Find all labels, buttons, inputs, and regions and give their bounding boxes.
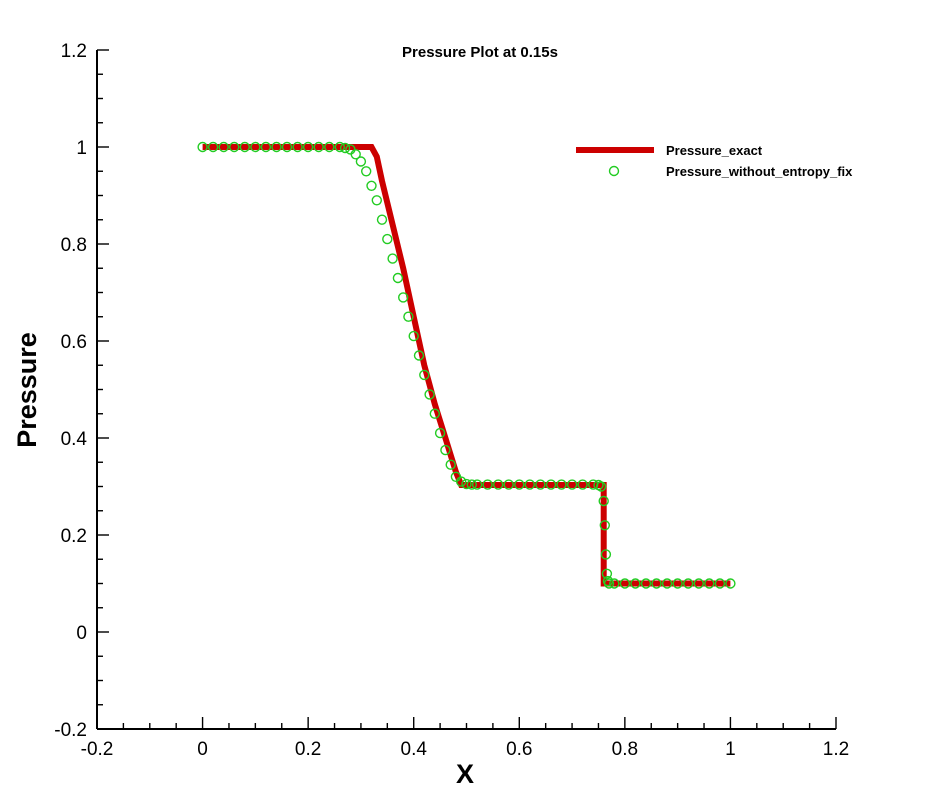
data-point-pressure-without-entropy-fix — [599, 520, 610, 531]
legend: Pressure_exact Pressure_without_entropy_… — [576, 143, 853, 179]
x-tick-label: -0.2 — [81, 739, 114, 760]
x-tick-label: 1 — [725, 739, 736, 760]
data-point-pressure-without-entropy-fix — [704, 578, 715, 589]
data-point-pressure-without-entropy-fix — [260, 141, 272, 153]
data-point-pressure-without-entropy-fix — [339, 142, 351, 154]
data-point-pressure-without-entropy-fix — [535, 479, 546, 490]
y-tick-label: -0.2 — [54, 720, 87, 741]
chart-title: Pressure Plot at 0.15s — [402, 44, 558, 61]
legend-swatch-pressure-without-entropy-fix — [608, 165, 620, 177]
data-point-pressure-without-entropy-fix — [403, 311, 414, 322]
data-point-pressure-without-entropy-fix — [556, 479, 567, 490]
data-point-pressure-without-entropy-fix — [281, 141, 293, 153]
data-point-pressure-without-entropy-fix — [313, 141, 324, 153]
y-axis-title: Pressure — [12, 332, 42, 448]
data-point-pressure-without-entropy-fix — [595, 481, 607, 492]
data-point-pressure-without-entropy-fix — [413, 350, 425, 361]
axes: -0.2 0 0.2 0.4 0.6 0.8 1 1.2 -0.2 0 0.2 0.4 0.6 0.8 1 1… — [54, 41, 849, 760]
data-point-pressure-without-entropy-fix — [387, 253, 398, 264]
y-tick-label: 0.2 — [61, 526, 87, 547]
data-point-pressure-without-entropy-fix — [371, 195, 382, 206]
data-point-pressure-without-entropy-fix — [609, 578, 620, 589]
data-point-pressure-without-entropy-fix — [271, 141, 282, 153]
data-point-pressure-without-entropy-fix — [601, 568, 613, 579]
data-point-pressure-without-entropy-fix — [545, 479, 557, 490]
y-tick-label: 0.4 — [61, 429, 88, 450]
data-point-pressure-without-entropy-fix — [577, 479, 588, 490]
data-point-pressure-without-entropy-fix — [355, 156, 367, 167]
legend-label-pressure-exact: Pressure_exact — [666, 143, 763, 158]
data-point-pressure-without-entropy-fix — [503, 479, 514, 490]
data-point-pressure-without-entropy-fix — [434, 427, 446, 439]
y-tick-label: 1.2 — [61, 41, 87, 62]
data-point-pressure-without-entropy-fix — [302, 141, 314, 153]
data-point-pressure-without-entropy-fix — [334, 141, 345, 153]
data-point-pressure-without-entropy-fix — [471, 479, 483, 490]
data-point-pressure-without-entropy-fix — [651, 578, 662, 589]
y-tick-label: 0.8 — [61, 235, 87, 256]
data-point-pressure-without-entropy-fix — [398, 292, 409, 303]
x-tick-label: 0 — [197, 739, 208, 760]
plot-area — [197, 141, 736, 589]
data-point-pressure-without-entropy-fix — [324, 141, 335, 153]
data-point-pressure-without-entropy-fix — [350, 149, 361, 160]
data-point-pressure-without-entropy-fix — [429, 408, 440, 419]
data-point-pressure-without-entropy-fix — [693, 578, 704, 589]
data-point-pressure-without-entropy-fix — [598, 495, 609, 507]
data-point-pressure-without-entropy-fix — [588, 479, 599, 490]
data-point-pressure-without-entropy-fix — [218, 141, 229, 153]
data-point-pressure-without-entropy-fix — [603, 578, 615, 589]
data-point-pressure-without-entropy-fix — [514, 479, 525, 490]
x-tick-label: 0.6 — [506, 739, 532, 760]
x-tick-label: 0.4 — [401, 739, 428, 760]
data-point-pressure-without-entropy-fix — [493, 479, 504, 490]
data-point-pressure-without-entropy-fix — [593, 479, 604, 491]
data-point-pressure-without-entropy-fix — [250, 141, 261, 153]
data-point-pressure-without-entropy-fix — [619, 578, 631, 589]
data-point-pressure-without-entropy-fix — [376, 214, 388, 225]
data-point-pressure-without-entropy-fix — [392, 272, 404, 284]
data-point-pressure-without-entropy-fix — [566, 479, 578, 490]
data-point-pressure-without-entropy-fix — [683, 578, 694, 589]
y-tick-label: 0.6 — [61, 332, 87, 353]
data-point-pressure-without-entropy-fix — [725, 578, 736, 589]
legend-label-pressure-without-entropy-fix: Pressure_without_entropy_fix — [666, 164, 853, 179]
x-tick-label: 0.8 — [612, 739, 638, 760]
data-point-pressure-without-entropy-fix — [228, 141, 240, 153]
data-point-pressure-without-entropy-fix — [292, 141, 303, 153]
data-point-pressure-without-entropy-fix — [445, 459, 456, 470]
data-point-pressure-without-entropy-fix — [630, 578, 641, 589]
data-point-pressure-without-entropy-fix — [408, 330, 419, 342]
y-tick-label: 1 — [76, 138, 87, 159]
data-point-pressure-without-entropy-fix — [239, 141, 251, 153]
data-point-pressure-without-entropy-fix — [482, 479, 493, 490]
series-line-pressure-exact — [202, 144, 731, 587]
data-point-pressure-without-entropy-fix — [466, 479, 477, 490]
data-point-pressure-without-entropy-fix — [672, 578, 683, 589]
data-point-pressure-without-entropy-fix — [524, 479, 535, 490]
data-point-pressure-without-entropy-fix — [640, 578, 652, 589]
data-point-pressure-without-entropy-fix — [714, 578, 726, 589]
data-point-pressure-without-entropy-fix — [361, 166, 372, 177]
data-point-pressure-without-entropy-fix — [207, 141, 219, 153]
y-tick-label: 0 — [76, 623, 87, 644]
x-axis-title: X — [456, 759, 474, 789]
data-point-pressure-without-entropy-fix — [661, 578, 673, 589]
data-point-pressure-without-entropy-fix — [382, 233, 393, 245]
data-point-pressure-without-entropy-fix — [197, 141, 208, 153]
data-point-pressure-without-entropy-fix — [600, 549, 612, 560]
data-point-pressure-without-entropy-fix — [456, 476, 467, 487]
data-point-pressure-without-entropy-fix — [440, 444, 451, 456]
data-point-pressure-without-entropy-fix — [419, 369, 430, 381]
data-point-pressure-without-entropy-fix — [366, 180, 377, 192]
data-point-pressure-without-entropy-fix — [461, 478, 472, 490]
x-tick-label: 1.2 — [823, 739, 849, 760]
data-point-pressure-without-entropy-fix — [424, 389, 435, 400]
x-tick-label: 0.2 — [295, 739, 321, 760]
